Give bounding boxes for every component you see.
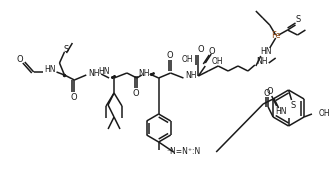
Text: O: O — [166, 51, 173, 61]
Text: S: S — [291, 101, 296, 111]
Text: O: O — [197, 46, 203, 54]
Text: O: O — [264, 88, 270, 98]
Text: OH: OH — [211, 57, 223, 67]
Text: O: O — [266, 88, 273, 96]
Text: HN: HN — [260, 48, 271, 56]
Text: HN: HN — [98, 67, 110, 75]
Text: ⁻N=N⁺:N: ⁻N=N⁺:N — [166, 148, 200, 156]
Text: OH: OH — [319, 109, 331, 119]
Text: O: O — [70, 93, 77, 101]
Text: HN: HN — [44, 66, 55, 75]
Text: NH: NH — [185, 72, 197, 80]
Text: NH: NH — [138, 69, 150, 77]
Text: OH: OH — [182, 56, 193, 64]
Text: S: S — [296, 15, 301, 25]
Text: Fe: Fe — [271, 30, 280, 40]
Text: O: O — [209, 46, 215, 56]
Text: O: O — [133, 88, 139, 98]
Text: O: O — [17, 56, 23, 64]
Text: NH: NH — [89, 69, 100, 77]
Text: NH: NH — [256, 57, 267, 67]
Text: HN: HN — [275, 108, 287, 116]
Text: S: S — [64, 44, 69, 54]
